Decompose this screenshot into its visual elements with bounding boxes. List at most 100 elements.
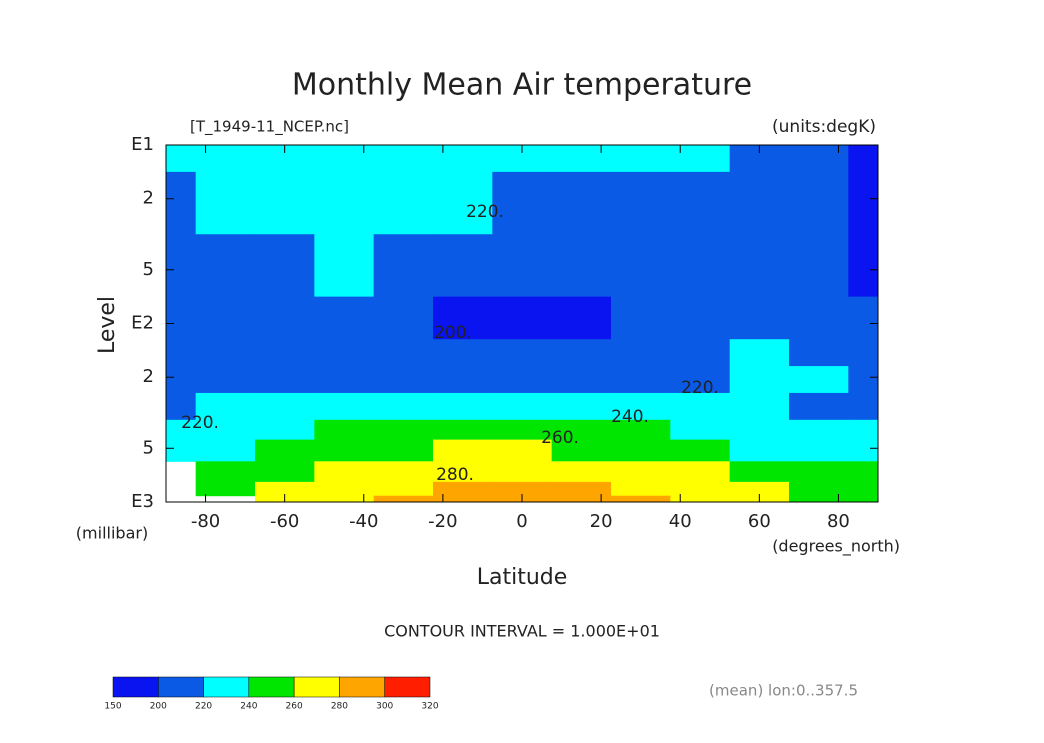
contour-cell xyxy=(314,234,375,298)
contour-cell xyxy=(373,439,434,462)
x-tick-label: 20 xyxy=(590,511,613,532)
contour-cell xyxy=(314,366,375,394)
contour-cell xyxy=(848,439,879,462)
contour-cell xyxy=(551,366,612,394)
contour-cell xyxy=(433,339,493,367)
contour-cell xyxy=(492,171,553,235)
contour-cell xyxy=(314,296,375,340)
x-tick-label: -80 xyxy=(191,511,220,532)
contour-cell xyxy=(789,234,849,298)
contour-cell xyxy=(255,296,315,340)
y-tick-label: 5 xyxy=(143,437,154,458)
colorbar-swatch xyxy=(384,676,431,698)
contour-cell xyxy=(433,171,493,235)
contour-cell xyxy=(551,339,612,367)
contour-cell xyxy=(166,419,197,441)
contour-label: 240. xyxy=(611,407,649,427)
contour-cell xyxy=(195,296,256,340)
contour-cell xyxy=(551,392,612,421)
contour-cell xyxy=(433,481,493,497)
contour-cell xyxy=(848,392,879,421)
contour-cell xyxy=(670,145,731,173)
contour-cell xyxy=(848,171,879,235)
colorbar-label: 150 xyxy=(104,702,121,712)
contour-cell xyxy=(492,439,553,462)
contour-cell xyxy=(373,171,434,235)
contour-cell xyxy=(611,461,671,483)
contour-cell xyxy=(611,339,671,367)
contour-cell xyxy=(314,392,375,421)
contour-cell xyxy=(670,366,731,394)
contour-cell xyxy=(492,392,553,421)
contour-cell xyxy=(670,495,731,503)
colorbar-swatch xyxy=(203,676,250,698)
contour-cell xyxy=(255,419,315,441)
contour-cell xyxy=(433,296,493,340)
contour-cell xyxy=(611,234,671,298)
contour-cell xyxy=(255,339,315,367)
contour-cell xyxy=(789,461,849,483)
contour-cell xyxy=(166,339,197,367)
colorbar-swatch xyxy=(293,676,340,698)
contour-cell xyxy=(195,339,256,367)
contour-cell xyxy=(729,339,790,367)
contour-cell xyxy=(848,234,879,298)
contour-cell xyxy=(492,366,553,394)
chart-title: Monthly Mean Air temperature xyxy=(292,68,752,103)
contour-cell xyxy=(255,439,315,462)
contour-cell xyxy=(551,145,612,173)
contour-cell xyxy=(729,481,790,497)
contour-cell xyxy=(492,296,553,340)
contour-cell xyxy=(373,481,434,497)
x-tick-label: 80 xyxy=(827,511,850,532)
contour-cell xyxy=(729,439,790,462)
contour-cell xyxy=(373,145,434,173)
contour-cell xyxy=(789,439,849,462)
contour-cell xyxy=(848,495,879,503)
contour-cell xyxy=(789,495,849,503)
colorbar-label: 220 xyxy=(195,702,212,712)
contour-cell xyxy=(195,171,256,235)
contour-cell xyxy=(551,234,612,298)
contour-cell xyxy=(848,366,879,394)
contour-cell xyxy=(729,234,790,298)
contour-cell xyxy=(433,366,493,394)
contour-cell xyxy=(166,145,197,173)
contour-cell xyxy=(551,296,612,340)
contour-cell xyxy=(492,461,553,483)
contour-cell xyxy=(492,481,553,497)
contour-cell xyxy=(551,461,612,483)
contour-cell xyxy=(373,366,434,394)
contour-cell xyxy=(314,495,375,503)
x-tick-label: 60 xyxy=(748,511,771,532)
contour-cell xyxy=(314,461,375,483)
contour-label: 220. xyxy=(466,202,504,222)
contour-cell xyxy=(166,366,197,394)
x-tick-label: 0 xyxy=(516,511,527,532)
colorbar-swatch xyxy=(112,676,159,698)
colorbar-label: 260 xyxy=(286,702,303,712)
units-label: (units:degK) xyxy=(772,117,876,137)
contour-cell xyxy=(255,366,315,394)
contour-cell xyxy=(611,495,671,503)
contour-cell xyxy=(433,392,493,421)
x-tick-label: -60 xyxy=(270,511,299,532)
contour-cell xyxy=(255,392,315,421)
colorbar-label: 300 xyxy=(376,702,393,712)
contour-cell xyxy=(492,234,553,298)
contour-cell xyxy=(433,439,493,462)
contour-cell xyxy=(729,171,790,235)
contour-cell xyxy=(551,439,612,462)
contour-cell xyxy=(670,171,731,235)
contour-cell xyxy=(848,461,879,483)
contour-cell xyxy=(492,419,553,441)
subtitle: [T_1949-11_NCEP.nc] xyxy=(190,118,349,137)
contour-cell xyxy=(255,481,315,497)
colorbar-label: 240 xyxy=(240,702,257,712)
contour-cell xyxy=(789,419,849,441)
y-axis-label: Level xyxy=(95,296,120,354)
contour-cell xyxy=(611,171,671,235)
contour-cell xyxy=(670,419,731,441)
contour-cell xyxy=(551,171,612,235)
